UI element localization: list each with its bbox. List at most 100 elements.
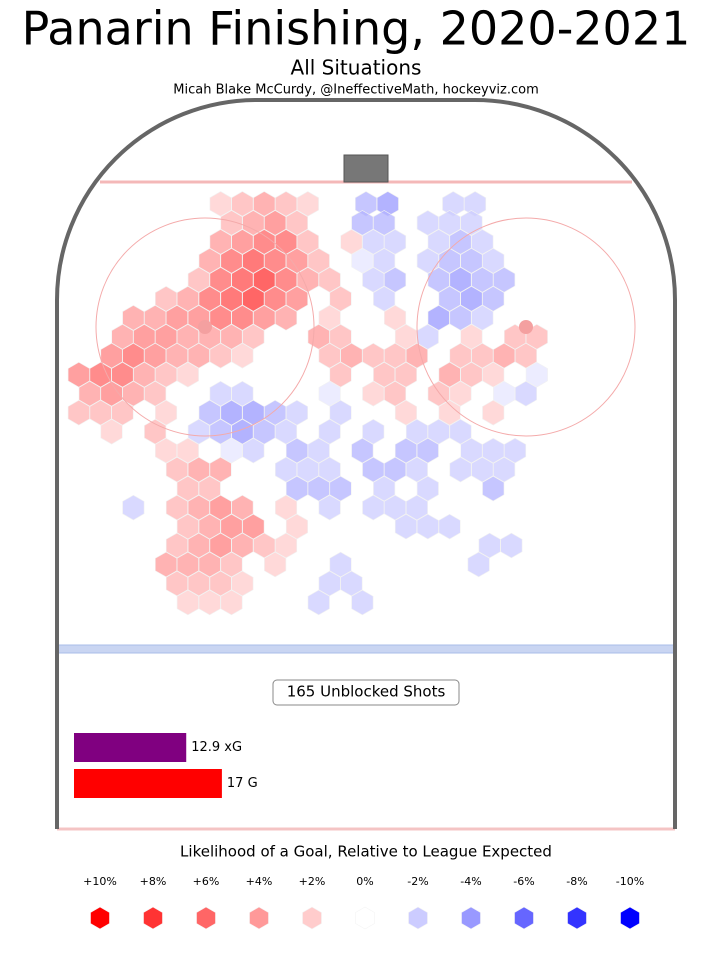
legend-swatch [249, 906, 269, 930]
hex [231, 191, 254, 217]
hex [438, 286, 461, 312]
hex [176, 324, 199, 350]
faceoff-circle [416, 217, 636, 437]
legend-swatch [461, 906, 481, 930]
hex [187, 342, 210, 369]
hex [449, 418, 472, 445]
hex [165, 494, 188, 521]
hex [471, 305, 494, 331]
hex [318, 342, 341, 369]
net [343, 154, 389, 183]
hex [198, 513, 221, 540]
hex [187, 456, 210, 483]
faceoff-dot [519, 320, 533, 334]
credit: Micah Blake McCurdy, @IneffectiveMath, h… [173, 83, 539, 98]
legend-label: +8% [140, 875, 167, 888]
hex [460, 210, 483, 236]
hex [220, 437, 243, 464]
hex [449, 305, 472, 331]
hex [329, 361, 352, 388]
hex [329, 475, 352, 502]
hex [165, 456, 188, 483]
hex [274, 267, 298, 293]
hex [231, 267, 254, 293]
hex [220, 286, 243, 312]
hex [500, 532, 523, 559]
legend-label: -10% [616, 875, 644, 888]
legend-label: +4% [246, 875, 273, 888]
hex [514, 380, 538, 407]
hex [220, 210, 243, 236]
hex [220, 324, 243, 350]
hex [318, 494, 341, 521]
hex [340, 570, 363, 597]
hex [318, 380, 341, 407]
hex [438, 361, 461, 388]
legend-swatch [302, 906, 322, 930]
hex [438, 210, 461, 236]
legend-swatch [143, 906, 163, 930]
hex [416, 437, 439, 464]
hex [427, 229, 450, 255]
hex [274, 191, 298, 217]
hex [264, 210, 287, 236]
hex [307, 437, 330, 464]
legend-label: -4% [460, 875, 481, 888]
hex-layer [67, 191, 548, 616]
hex [220, 513, 243, 540]
hex [383, 342, 407, 369]
hex [482, 475, 505, 502]
hex [373, 210, 396, 236]
hex [176, 589, 199, 616]
hex [383, 267, 407, 293]
hex [274, 456, 298, 483]
hex [176, 361, 199, 388]
hex [307, 589, 330, 616]
hex [187, 494, 210, 521]
hex [416, 513, 439, 540]
hex [198, 475, 221, 502]
faceoff-dot [198, 320, 212, 334]
legend-label: -6% [513, 875, 534, 888]
hex [285, 399, 309, 426]
hex [503, 437, 527, 464]
hex [198, 551, 221, 578]
hex [373, 361, 396, 388]
hex [209, 229, 232, 255]
hex [383, 229, 407, 255]
hex [220, 551, 243, 578]
hex [383, 456, 407, 483]
legend-swatch [514, 906, 534, 930]
hex [100, 418, 123, 445]
hex [416, 248, 439, 274]
legend-label: +6% [193, 875, 220, 888]
legend-title: Likelihood of a Goal, Relative to League… [180, 843, 552, 861]
hex [383, 305, 407, 331]
hex [373, 248, 396, 274]
hex [274, 418, 298, 445]
hex [187, 418, 210, 445]
hex [231, 570, 254, 597]
hex [209, 305, 232, 331]
hex [220, 399, 243, 426]
hex [144, 418, 167, 445]
hex [405, 494, 428, 521]
legend-label: -2% [407, 875, 428, 888]
legend-label: +2% [299, 875, 326, 888]
hex [416, 475, 439, 502]
hex [449, 380, 472, 407]
hex [122, 494, 145, 521]
hex [285, 286, 309, 312]
hex [111, 399, 134, 426]
hex [427, 380, 450, 407]
total-bar [74, 733, 187, 762]
hex [242, 513, 265, 540]
hex [362, 418, 385, 445]
legend-label: -8% [566, 875, 587, 888]
hex [427, 305, 450, 331]
total-bar [74, 769, 222, 798]
hex [318, 570, 341, 597]
total-label: 17 G [227, 776, 258, 791]
hex [427, 267, 450, 293]
hex [467, 551, 490, 578]
